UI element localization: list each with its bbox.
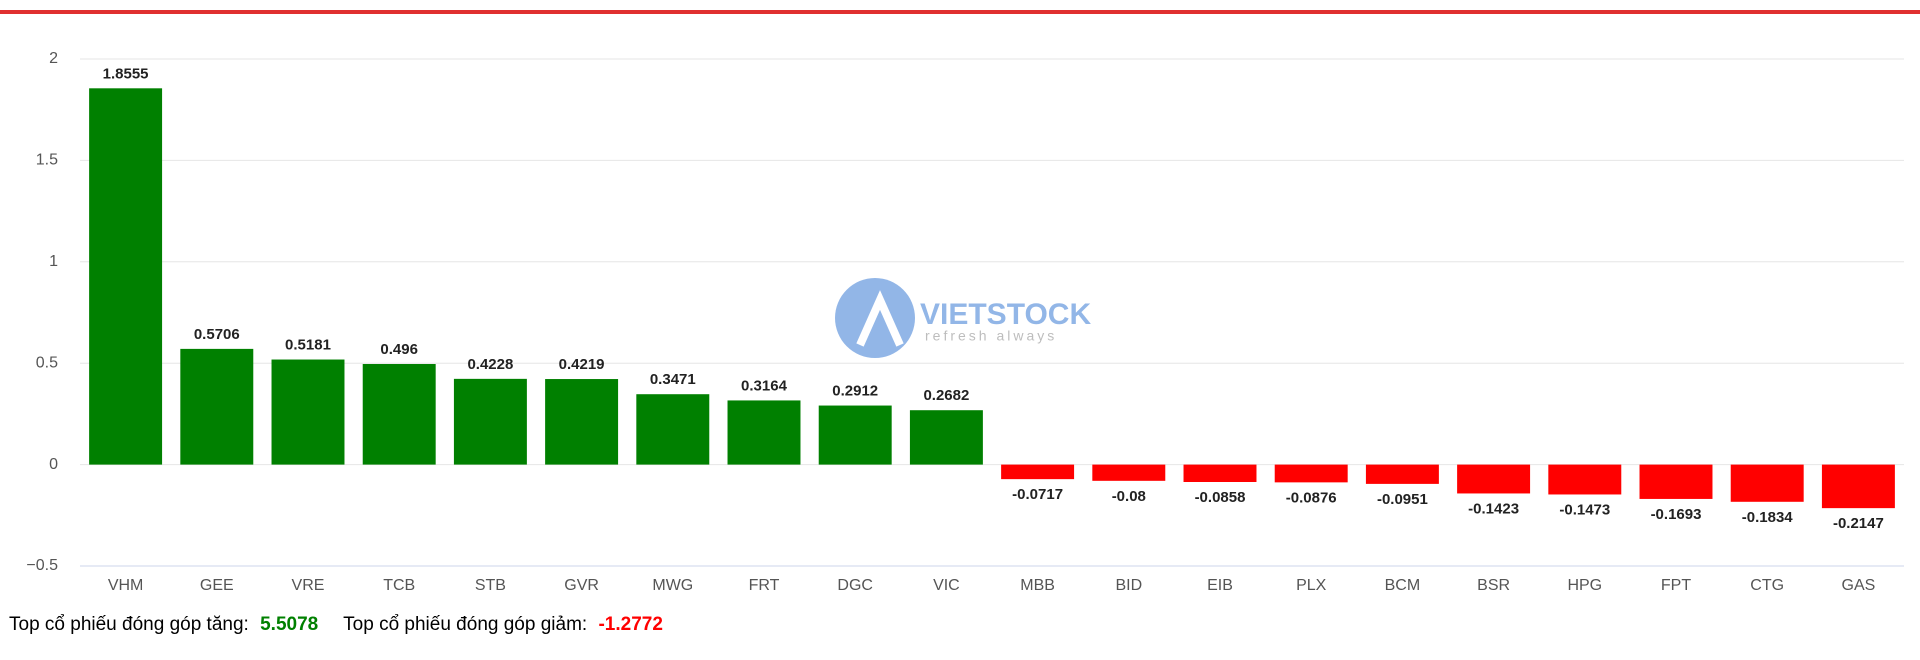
data-label: 0.4228 xyxy=(467,356,513,373)
bar xyxy=(1548,464,1622,495)
y-tick-label: 2 xyxy=(49,50,58,67)
bar xyxy=(727,400,801,465)
data-label: 0.3471 xyxy=(650,371,696,388)
x-tick-label: BCM xyxy=(1385,577,1421,594)
header-rule xyxy=(0,10,1920,14)
data-label: 0.2912 xyxy=(832,383,878,400)
x-tick-label: CTG xyxy=(1750,577,1784,594)
data-label: 0.496 xyxy=(380,341,418,358)
data-label: 0.4219 xyxy=(559,356,605,373)
bar xyxy=(1639,464,1713,499)
data-label: 1.8555 xyxy=(103,65,149,82)
data-label: -0.0951 xyxy=(1377,491,1428,508)
x-tick-label: PLX xyxy=(1296,577,1327,594)
footer-up-value: 5.5078 xyxy=(260,614,318,635)
data-label: -0.1693 xyxy=(1651,506,1702,523)
x-tick-label: GVR xyxy=(564,577,599,594)
x-tick-label: VHM xyxy=(108,577,144,594)
bar xyxy=(1274,464,1348,483)
bar xyxy=(362,364,436,465)
x-tick-label: GAS xyxy=(1842,577,1876,594)
data-label: -0.0717 xyxy=(1012,486,1063,503)
data-label: 0.5706 xyxy=(194,326,240,343)
bar xyxy=(909,410,983,465)
data-label: 0.3164 xyxy=(741,377,788,394)
bar xyxy=(1365,464,1439,484)
bar xyxy=(271,359,345,465)
footer: Top cổ phiếu đóng góp tăng: 5.5078 Top c… xyxy=(9,614,663,635)
bar xyxy=(453,378,527,465)
data-label: -0.0858 xyxy=(1195,489,1246,506)
watermark-arrow xyxy=(856,290,904,347)
x-tick-label: TCB xyxy=(383,577,415,594)
bar xyxy=(1001,464,1075,480)
footer-down-value: -1.2772 xyxy=(598,614,662,635)
x-tick-label: FRT xyxy=(749,577,780,594)
bar xyxy=(1183,464,1257,483)
y-tick-label: 1.5 xyxy=(36,152,58,169)
x-tick-label: VRE xyxy=(292,577,325,594)
x-tick-label: BID xyxy=(1115,577,1142,594)
bar xyxy=(1092,464,1166,481)
x-tick-label: EIB xyxy=(1207,577,1233,594)
x-tick-label: STB xyxy=(475,577,506,594)
data-label: 0.2682 xyxy=(923,387,969,404)
x-tick-label: MBB xyxy=(1020,577,1055,594)
bar xyxy=(1821,464,1895,509)
bar xyxy=(180,348,254,465)
x-tick-label: GEE xyxy=(200,577,234,594)
bar xyxy=(545,379,619,465)
y-tick-label: 0 xyxy=(49,456,58,473)
data-label: -0.1473 xyxy=(1559,501,1610,518)
data-label: -0.08 xyxy=(1112,488,1146,505)
x-tick-label: DGC xyxy=(837,577,873,594)
bar xyxy=(89,88,163,465)
y-tick-label: 1 xyxy=(49,253,58,270)
x-tick-label: BSR xyxy=(1477,577,1510,594)
x-tick-label: MWG xyxy=(652,577,693,594)
watermark-tagline: refresh always xyxy=(925,328,1057,344)
data-label: -0.1834 xyxy=(1742,509,1794,526)
x-tick-label: VIC xyxy=(933,577,960,594)
x-tick-label: HPG xyxy=(1567,577,1602,594)
footer-down-label: Top cổ phiếu đóng góp giảm: xyxy=(343,614,587,635)
bar xyxy=(818,405,892,465)
bar xyxy=(1730,464,1804,502)
watermark-brand: VIETSTOCK xyxy=(920,298,1091,331)
bar xyxy=(636,394,710,465)
y-tick-label: 0.5 xyxy=(36,354,58,371)
bar xyxy=(1457,464,1531,494)
data-label: 0.5181 xyxy=(285,336,331,353)
data-label: -0.2147 xyxy=(1833,515,1884,532)
data-label: -0.1423 xyxy=(1468,500,1519,517)
x-tick-label: FPT xyxy=(1661,577,1691,594)
footer-up-label: Top cổ phiếu đóng góp tăng: xyxy=(9,614,249,635)
y-tick-label: −0.5 xyxy=(26,557,58,574)
watermark: VIETSTOCK refresh always xyxy=(835,278,1091,358)
data-label: -0.0876 xyxy=(1286,489,1337,506)
